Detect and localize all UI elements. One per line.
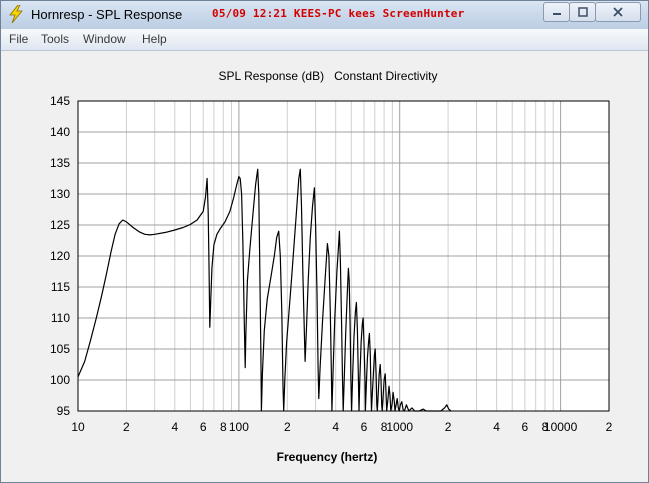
x-tick-label: 10 <box>71 420 85 434</box>
x-tick-label: 8 <box>542 420 549 434</box>
menu-tools[interactable]: Tools <box>41 32 70 46</box>
x-tick-label: 6 <box>522 420 529 434</box>
x-tick-label: 2 <box>445 420 452 434</box>
x-tick-label: 4 <box>493 420 500 434</box>
series-group <box>77 168 452 412</box>
x-tick-label: 4 <box>332 420 339 434</box>
menu-window[interactable]: Window <box>83 32 126 46</box>
y-tick-label: 105 <box>50 342 70 356</box>
x-tick-label: 1000 <box>386 420 413 434</box>
y-tick-label: 115 <box>51 280 70 294</box>
x-tick-label: 6 <box>200 420 207 434</box>
chart-area: SPL Response (dB) Constant Directivity 9… <box>8 51 642 475</box>
minimize-button[interactable] <box>543 2 570 22</box>
y-tick-label: 125 <box>50 218 70 232</box>
x-tick-label: 8 <box>381 420 388 434</box>
x-tick-label: 2 <box>123 420 130 434</box>
y-tick-label: 120 <box>50 249 70 263</box>
x-tick-label: 100 <box>229 420 249 434</box>
menu-help[interactable]: Help <box>142 32 167 46</box>
x-tick-label: 6 <box>361 420 368 434</box>
title-bar[interactable]: Hornresp - SPL Response 05/09 12:21 KEES… <box>1 1 648 29</box>
grid-lines <box>78 101 609 411</box>
y-tick-label: 110 <box>51 311 70 325</box>
y-tick-label: 130 <box>50 187 70 201</box>
chart-title: SPL Response (dB) Constant Directivity <box>219 69 438 83</box>
maximize-icon <box>577 7 588 17</box>
x-tick-label: 2 <box>284 420 291 434</box>
window-title: Hornresp - SPL Response <box>31 7 183 22</box>
y-tick-labels: 95 100 105 110 115 120 125 130 135 140 145 <box>50 94 70 418</box>
x-axis-title: Frequency (hertz) <box>277 450 378 464</box>
y-tick-label: 95 <box>57 404 71 418</box>
x-tick-label: 8 <box>220 420 227 434</box>
y-tick-label: 135 <box>50 156 70 170</box>
x-tick-label: 4 <box>171 420 178 434</box>
y-tick-label: 140 <box>50 125 70 139</box>
minimize-icon <box>552 13 561 15</box>
series-line <box>77 168 452 412</box>
close-button[interactable] <box>595 2 641 22</box>
x-tick-label: 10000 <box>544 420 578 434</box>
plot-border <box>77 100 610 412</box>
close-icon <box>613 7 623 17</box>
menu-file[interactable]: File <box>9 32 29 46</box>
y-tick-label: 145 <box>50 94 70 108</box>
spl-response-chart: SPL Response (dB) Constant Directivity 9… <box>50 69 613 464</box>
x-tick-label: 2 <box>606 420 613 434</box>
maximize-button[interactable] <box>569 2 596 22</box>
lightning-bolt-icon <box>9 5 23 23</box>
screenshot-stamp: 05/09 12:21 KEES-PC kees ScreenHunter <box>212 7 465 20</box>
y-tick-label: 100 <box>50 373 70 387</box>
menu-bar: File Tools Window Help <box>1 29 648 51</box>
